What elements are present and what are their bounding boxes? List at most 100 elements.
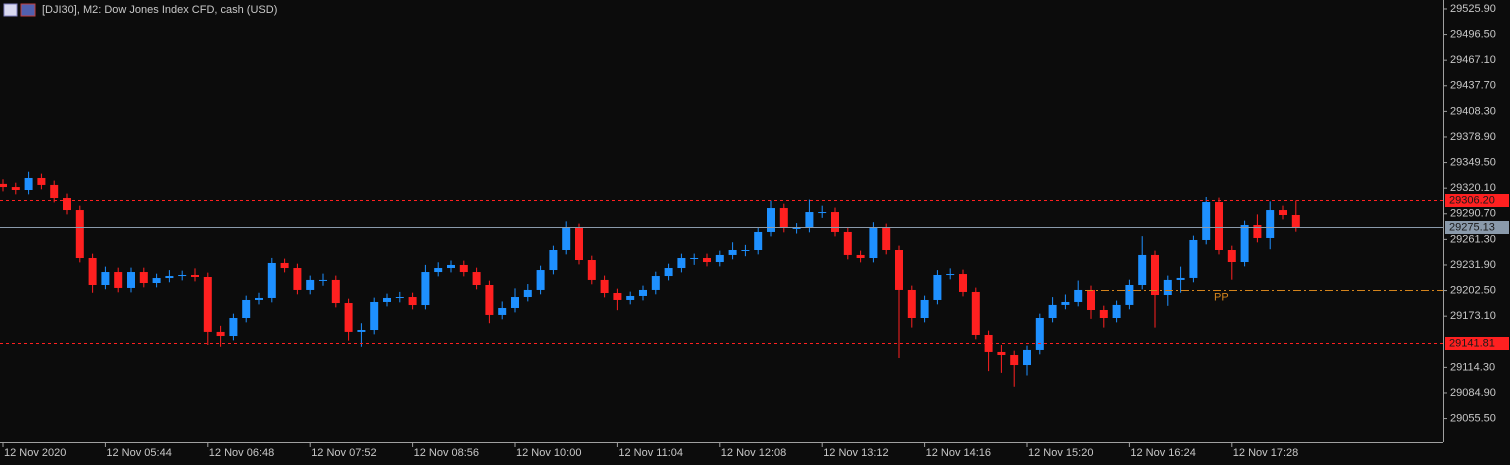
candle-body [959,274,967,292]
candle-body [1074,289,1083,302]
y-tick-label: 29290.70 [1450,208,1496,220]
candle-body [1202,202,1211,240]
candle-body [703,258,711,263]
candle-body [165,276,174,279]
candle-body [1061,301,1070,305]
candle-body [75,210,84,259]
candle-body [549,249,558,271]
candle-body [639,289,647,296]
candle-body [127,272,135,288]
candle-body [997,351,1006,356]
candle-body [907,289,916,319]
x-tick-label: 12 Nov 06:48 [209,447,274,459]
candle-body [37,177,46,185]
candle-body [831,212,839,232]
x-tick-label: 12 Nov 07:52 [311,447,376,459]
candle-body [1010,355,1019,366]
candle-body [267,262,276,298]
flag-icon [20,3,36,17]
candle-body [511,297,519,308]
candle-body [24,177,33,191]
x-tick-label: 12 Nov 15:20 [1028,447,1093,459]
candle-body [408,297,417,306]
symbol-icon [3,3,18,17]
candle-body [1215,202,1223,250]
y-tick-label: 29055.50 [1450,412,1496,424]
candle-body [63,198,71,211]
candle-body [1099,309,1108,319]
x-tick-label: 12 Nov 13:12 [823,447,888,459]
x-tick-label: 12 Nov 12:08 [721,447,786,459]
candle-body [1189,239,1198,278]
candle-body [523,289,532,298]
x-tick-label: 12 Nov 17:28 [1233,447,1298,459]
candle-body [344,303,353,332]
plot-area [0,171,1300,387]
candle-body [1266,210,1275,238]
y-tick-label: 29261.30 [1450,233,1496,245]
candle-body [1151,254,1159,296]
candle-body [587,260,596,280]
candle-body [88,258,97,286]
candle-body [485,285,494,315]
candle-body [600,279,609,294]
y-tick-label: 29467.10 [1450,54,1496,66]
candle-body [498,307,507,315]
y-tick-label: 29378.90 [1450,131,1496,143]
candle-body [984,334,993,352]
candle-body [946,274,955,276]
candle-body [1023,349,1031,366]
candle-body [715,254,724,263]
candle-body [677,258,686,269]
candle-body [459,264,468,273]
candle-body [1291,214,1300,228]
x-tick-label: 12 Nov 08:56 [414,447,479,459]
candle-body [1048,304,1057,319]
candle-body [971,291,980,335]
candle-body [1112,304,1121,319]
candle-body [843,231,852,255]
y-tick-label: 29231.90 [1450,259,1496,271]
price-level-label: 29141.81 [1449,337,1495,349]
candle-body [1125,285,1134,305]
candle-body [728,249,737,255]
candle-body [792,227,801,229]
candle-body [1035,318,1044,350]
candle-body [882,227,891,250]
x-tick-label: 12 Nov 2020 [4,447,66,459]
candle-body [1227,249,1236,263]
candle-body [421,272,430,306]
candle-body [50,184,59,199]
y-tick-label: 29114.30 [1450,361,1495,373]
candle-body [1176,277,1185,280]
candle-body [651,276,660,290]
candle-body [191,274,199,277]
y-tick-label: 29349.50 [1450,156,1496,168]
candle-body [203,276,212,332]
y-tick-label: 29202.50 [1450,284,1496,296]
candle-body [242,299,251,319]
candle-body [11,187,20,191]
price-level-box [1445,194,1509,207]
candle-body [139,272,148,283]
candle-body [472,272,481,286]
candle-body [805,212,814,228]
x-tick-label: 12 Nov 11:04 [618,447,683,459]
candle-body [767,208,775,232]
y-tick-label: 29496.50 [1450,28,1496,40]
candle-body [293,268,302,290]
x-tick-label: 12 Nov 10:00 [516,447,581,459]
candle-body [447,264,455,269]
candle-body [357,330,366,332]
candle-body [626,295,635,300]
candle-body [395,297,404,299]
y-tick-label: 29173.10 [1450,310,1496,322]
candle-body [664,268,673,277]
y-tick-label: 29408.30 [1450,105,1496,117]
y-tick-label: 29525.90 [1450,3,1496,15]
candle-body [818,212,827,214]
price-level-box [1445,221,1509,234]
candle-body [856,254,865,259]
candle-body [216,331,225,337]
candle-body [613,293,622,300]
